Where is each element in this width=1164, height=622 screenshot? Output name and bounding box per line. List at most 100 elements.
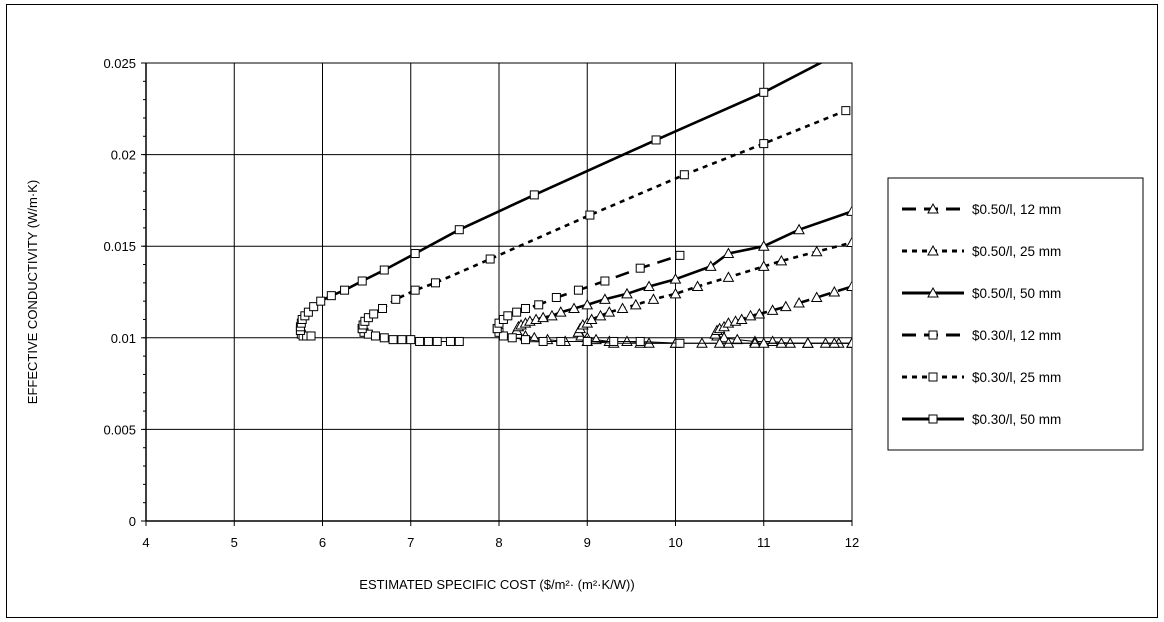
axes	[141, 62, 853, 526]
triangle-marker	[713, 337, 726, 348]
square-marker	[600, 276, 610, 286]
square-marker	[529, 190, 539, 200]
triangle-marker	[810, 245, 823, 257]
y-tick-label: 0.005	[103, 422, 136, 437]
square-marker	[512, 307, 522, 317]
triangle-marker	[718, 331, 730, 343]
square-marker	[520, 335, 530, 345]
square-marker	[830, 52, 838, 60]
square-marker	[534, 300, 544, 310]
square-marker	[485, 254, 495, 264]
square-marker	[635, 263, 645, 273]
triangle-marker	[828, 337, 841, 348]
square-marker	[585, 210, 595, 220]
series-5	[357, 106, 851, 346]
series-layer	[295, 52, 852, 348]
square-marker	[675, 338, 685, 348]
triangle-marker	[927, 286, 939, 298]
square-marker	[316, 296, 326, 306]
legend: $0.50/l, 12 mm $0.50/l, 25 mm $0.50/l, 50 …	[887, 177, 1144, 451]
triangle-marker	[722, 247, 735, 259]
square-marker	[369, 309, 379, 319]
square-marker	[379, 265, 389, 275]
triangle-marker	[585, 313, 598, 324]
triangle-marker	[927, 244, 939, 256]
legend-label: $0.30/l, 25 mm	[972, 370, 1061, 385]
square-marker	[306, 331, 316, 341]
triangle-marker	[775, 254, 788, 266]
triangle-marker	[846, 337, 852, 348]
triangle-marker	[691, 280, 704, 292]
square-marker	[430, 278, 440, 288]
triangle-marker	[819, 337, 832, 348]
square-marker	[498, 331, 508, 341]
square-marker	[609, 336, 619, 346]
triangle-marker	[846, 236, 852, 248]
triangle-marker	[775, 337, 788, 348]
triangle-marker	[735, 313, 748, 324]
triangle-marker	[757, 260, 770, 271]
square-marker	[423, 336, 433, 346]
x-tick-label: 9	[584, 535, 591, 550]
square-marker	[378, 303, 388, 313]
triangle-marker	[793, 223, 805, 235]
square-marker	[454, 336, 464, 346]
square-marker	[759, 139, 769, 149]
square-marker	[582, 336, 592, 346]
triangle-marker	[793, 296, 805, 308]
triangle-marker	[846, 280, 852, 292]
square-marker	[507, 333, 517, 343]
x-tick-label: 11	[757, 535, 771, 550]
square-marker	[556, 336, 566, 346]
legend-item: $0.50/l, 12 mm	[902, 202, 1061, 217]
legend-item: $0.30/l, 25 mm	[902, 370, 1061, 385]
x-tick-label: 7	[407, 535, 414, 550]
triangle-marker	[643, 337, 655, 348]
square-marker	[379, 333, 389, 343]
square-marker	[454, 225, 464, 235]
triangle-marker	[927, 202, 939, 214]
square-marker	[410, 249, 420, 259]
square-marker	[675, 250, 685, 260]
square-marker	[326, 291, 336, 301]
triangle-marker	[810, 291, 823, 302]
square-marker	[651, 135, 661, 145]
square-marker	[303, 307, 313, 317]
triangle-marker	[603, 306, 616, 317]
y-axis-title: EFFECTIVE CONDUCTIVITY (W/m·K)	[25, 180, 40, 404]
triangle-marker	[784, 337, 797, 348]
x-tick-label: 8	[495, 535, 502, 550]
triangle-marker	[802, 337, 814, 348]
square-marker	[841, 106, 851, 116]
triangle-marker	[581, 298, 594, 310]
triangle-marker	[757, 337, 770, 348]
triangle-marker	[753, 307, 766, 319]
series-4	[492, 250, 685, 348]
square-marker	[635, 336, 645, 346]
y-tick-label: 0.02	[111, 148, 136, 163]
square-marker	[406, 335, 416, 345]
square-marker	[410, 285, 420, 295]
triangle-marker	[537, 311, 549, 323]
triangle-marker	[568, 302, 580, 313]
legend-item: $0.50/l, 25 mm	[902, 244, 1061, 259]
triangle-marker	[669, 287, 682, 299]
series-1	[709, 280, 852, 348]
square-marker	[445, 336, 455, 346]
x-tick-label: 6	[319, 535, 326, 550]
square-marker	[370, 331, 380, 341]
triangle-marker	[722, 271, 735, 282]
legend-item: $0.30/l, 50 mm	[902, 412, 1061, 427]
square-marker	[679, 170, 689, 180]
series-line	[360, 109, 847, 329]
legend-label: $0.50/l, 50 mm	[972, 286, 1061, 301]
square-marker	[391, 294, 401, 304]
y-tick-label: 0.01	[111, 331, 136, 346]
square-marker	[551, 292, 561, 302]
triangle-marker	[696, 337, 708, 348]
triangle-marker	[846, 205, 852, 216]
legend-label: $0.50/l, 25 mm	[972, 244, 1061, 259]
square-marker	[397, 335, 407, 345]
triangle-marker	[669, 273, 682, 284]
